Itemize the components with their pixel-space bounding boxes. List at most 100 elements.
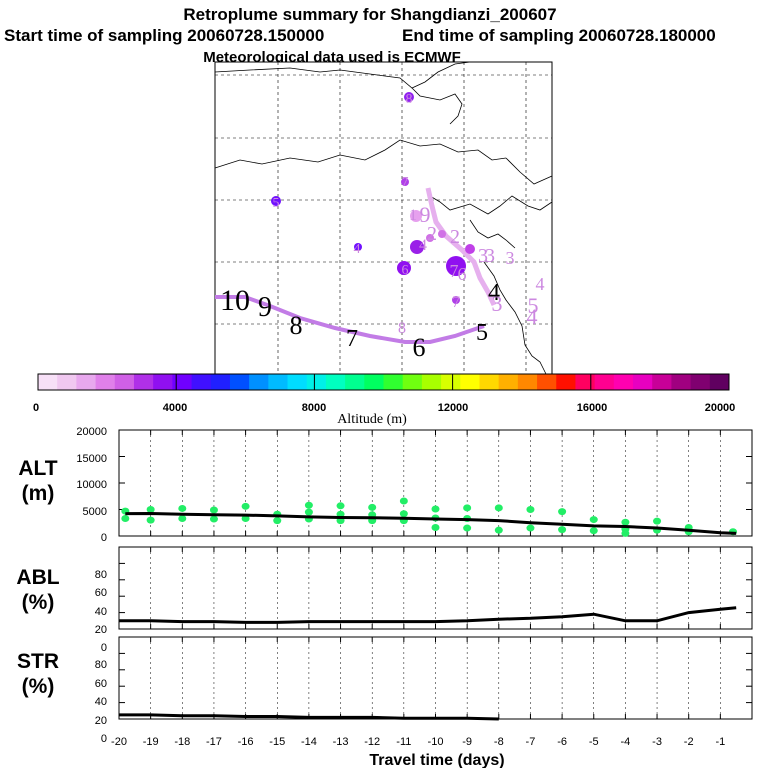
- colorbar-swatch: [325, 374, 346, 390]
- plume-cluster-marker: [410, 240, 424, 254]
- y-tick: 10000: [76, 479, 107, 491]
- colorbar-swatch: [556, 374, 576, 390]
- altitude-point: [241, 502, 250, 510]
- altitude-point: [526, 506, 535, 513]
- day-marker-label: 4: [527, 304, 538, 329]
- colorbar-swatch: [441, 374, 461, 390]
- plume-cluster-marker: [438, 230, 446, 238]
- abl-y-ticks: 80 60 40 20 0: [95, 569, 107, 654]
- alt-panel-unit: (m): [22, 482, 55, 505]
- day-marker-label: 8: [398, 320, 406, 337]
- colorbar-swatch: [498, 374, 519, 390]
- altitude-point: [589, 516, 598, 524]
- altitude-point: [431, 505, 440, 513]
- str-panel: [118, 636, 753, 721]
- day-marker-label: 7: [402, 175, 409, 190]
- abl-panel: [118, 546, 753, 630]
- colorbar-swatch: [421, 374, 442, 390]
- plume-cluster-marker: [404, 92, 414, 102]
- figure-title: Retroplume summary for Shangdianzi_20060…: [183, 5, 556, 24]
- alt-panel-label: ALT: [18, 457, 57, 480]
- map-frame: [214, 61, 553, 375]
- str-y-ticks: 80 60 40 20 0: [95, 659, 107, 745]
- x-tick-label: -11: [396, 736, 411, 748]
- colorbar-axis-label: Altitude (m): [337, 412, 407, 427]
- y-tick: 60: [95, 678, 107, 690]
- x-tick-label: -9: [462, 736, 472, 748]
- colorbar-frame: [37, 373, 730, 391]
- plume-cluster-marker: [401, 178, 409, 186]
- colorbar-swatch: [594, 374, 615, 390]
- colorbar-swatch: [460, 374, 480, 390]
- colorbar-swatch: [671, 374, 692, 390]
- altitude-point: [178, 504, 187, 512]
- day-marker-label: 8: [290, 311, 303, 340]
- day-marker-label: 4: [354, 242, 361, 257]
- alt-series-line: [125, 511, 737, 535]
- colorbar-swatch: [38, 374, 58, 390]
- x-tick-label: -15: [269, 736, 285, 748]
- colorbar-swatch: [479, 374, 500, 390]
- altitude-point: [273, 517, 282, 525]
- day-marker-label: 4: [536, 274, 545, 294]
- plume-track-lower: [215, 295, 485, 344]
- altitude-point: [209, 506, 218, 514]
- altitude-point: [209, 515, 218, 523]
- day-marker-label: 4: [488, 280, 500, 306]
- x-tick-label: -14: [301, 736, 317, 748]
- plume-track-layer: [215, 92, 497, 344]
- altitude-point: [241, 515, 250, 523]
- colorbar-swatch: [709, 374, 730, 390]
- y-tick: 0: [101, 733, 107, 745]
- plume-cluster-marker: [354, 243, 362, 251]
- x-tick-label: -19: [143, 736, 159, 748]
- y-tick: 40: [95, 696, 107, 708]
- plume-cluster-marker: [446, 256, 466, 276]
- colorbar-swatch: [306, 374, 327, 390]
- day-marker-label: 3: [485, 245, 495, 267]
- y-tick: 20: [95, 715, 107, 727]
- x-tick-label: -18: [174, 736, 190, 748]
- plume-cluster-marker: [452, 296, 460, 304]
- altitude-point: [558, 526, 567, 534]
- colorbar-swatch: [287, 374, 308, 390]
- altitude-colorbar: [37, 373, 730, 391]
- x-tick-label: -16: [238, 736, 254, 748]
- colorbar-swatch: [229, 374, 250, 390]
- x-axis-title: Travel time (days): [369, 752, 504, 768]
- str-series-line: [119, 713, 499, 721]
- altitude-point: [653, 517, 662, 525]
- colorbar-swatch: [133, 374, 154, 390]
- day-marker-label: 2: [450, 226, 460, 248]
- colorbar-swatch: [690, 374, 711, 390]
- str-panel-label: STR: [17, 650, 59, 673]
- x-tick-label: -4: [621, 736, 631, 748]
- altitude-point: [304, 508, 313, 516]
- colorbar-swatch: [57, 374, 77, 390]
- colorbar-swatch: [95, 374, 116, 390]
- altitude-point: [494, 526, 503, 534]
- colorbar-swatch: [345, 374, 365, 390]
- end-time-label: End time of sampling 20060728.180000: [402, 26, 716, 45]
- colorbar-swatch: [153, 374, 173, 390]
- day-marker-label: 10: [220, 284, 250, 317]
- day-marker-label: 6: [458, 264, 467, 284]
- day-marker-label: 9: [420, 202, 431, 227]
- cb-tick: 20000: [705, 402, 736, 414]
- colorbar-swatch: [517, 374, 538, 390]
- altitude-point: [368, 503, 377, 511]
- x-tick-label: -3: [652, 736, 662, 748]
- colorbar-swatch: [383, 374, 404, 390]
- cb-tick: 12000: [438, 402, 469, 414]
- day-marker-label: 5: [528, 293, 539, 318]
- altitude-point: [526, 524, 535, 532]
- colorbar-swatch: [268, 374, 288, 390]
- day-marker-label: 7: [452, 294, 460, 311]
- colorbar-tick-labels: 0 4000 8000 12000 16000 20000: [33, 402, 735, 414]
- plume-cluster-marker: [271, 196, 281, 206]
- altitude-point: [621, 518, 630, 526]
- y-tick: 15000: [76, 453, 107, 465]
- y-tick: 5000: [83, 506, 107, 518]
